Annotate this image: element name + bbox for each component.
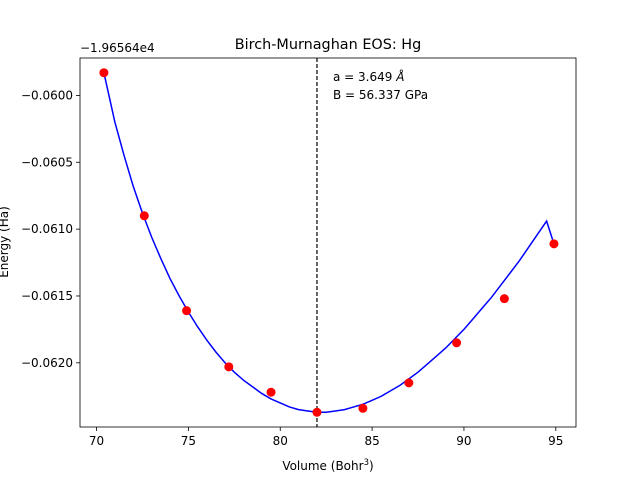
- axes-frame: [79, 57, 577, 428]
- x-axis: 70 75 80 85 90 95: [89, 427, 563, 448]
- y-tick-label: −0.0610: [21, 222, 73, 236]
- annotation-bulk-modulus: B = 56.337 GPa: [333, 88, 428, 102]
- data-point: [266, 387, 276, 397]
- y-axis-label: Energy (Ha): [0, 206, 11, 278]
- chart-title: Birch-Murnaghan EOS: Hg: [235, 37, 422, 53]
- x-axis-label-sup: 3: [364, 458, 369, 468]
- fit-curve-line: [103, 72, 555, 414]
- x-tick-label: 70: [89, 434, 104, 448]
- y-axis: −0.0600 −0.0605 −0.0610 −0.0615 −0.0620: [21, 88, 80, 370]
- data-point: [312, 407, 322, 417]
- data-point: [182, 306, 192, 316]
- data-point: [358, 403, 368, 413]
- y-tick-label: −0.0600: [21, 88, 73, 102]
- annotation-lattice: a = 3.649 Å: [333, 69, 404, 84]
- y-tick-label: −0.0620: [21, 356, 73, 370]
- y-tick-label: −0.0615: [21, 289, 73, 303]
- plot-area: [99, 58, 559, 427]
- x-axis-label-close: ): [369, 459, 374, 473]
- data-point: [549, 239, 559, 249]
- annotation-lattice-text: a = 3.649: [333, 70, 396, 84]
- data-point: [404, 378, 414, 388]
- data-point: [499, 294, 509, 304]
- x-tick-label: 75: [181, 434, 196, 448]
- data-point: [139, 211, 149, 221]
- x-tick-label: 90: [456, 434, 471, 448]
- data-point: [224, 362, 234, 372]
- data-point: [452, 338, 462, 348]
- data-point: [99, 68, 109, 78]
- x-tick-label: 95: [548, 434, 563, 448]
- y-tick-label: −0.0605: [21, 155, 73, 169]
- x-tick-label: 80: [273, 434, 288, 448]
- y-offset-label: −1.96564e4: [80, 41, 155, 55]
- x-tick-label: 85: [364, 434, 379, 448]
- x-axis-label-text: Volume (Bohr: [282, 459, 363, 473]
- x-axis-label: Volume (Bohr3): [282, 458, 373, 473]
- annotation-lattice-unit: Å: [395, 69, 404, 84]
